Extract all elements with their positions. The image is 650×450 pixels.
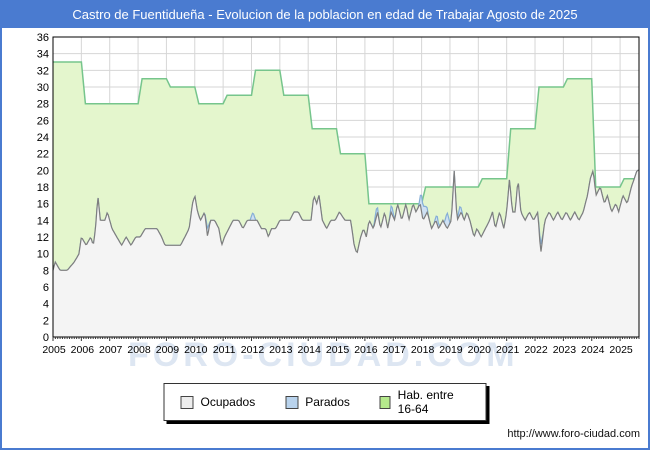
ocupados-swatch-icon	[180, 395, 194, 409]
svg-text:2008: 2008	[127, 344, 151, 356]
svg-text:2022: 2022	[524, 344, 548, 356]
footer-url-link[interactable]: http://www.foro-ciudad.com	[507, 428, 640, 440]
legend-label-hab: Hab. entre 16-64	[397, 388, 454, 416]
title-bar: Castro de Fuentidueña - Evolucion de la …	[2, 2, 648, 28]
legend-label-ocupados: Ocupados	[200, 395, 256, 409]
legend-item-ocupados: Ocupados	[180, 395, 256, 409]
svg-text:2: 2	[43, 315, 49, 327]
legend: Ocupados Parados Hab. entre 16-64	[163, 383, 487, 421]
legend-label-parados: Parados	[305, 395, 350, 409]
svg-text:22: 22	[37, 149, 49, 161]
svg-text:2023: 2023	[553, 344, 577, 356]
svg-text:12: 12	[37, 232, 49, 244]
legend-item-hab: Hab. entre 16-64	[379, 388, 470, 416]
svg-text:2018: 2018	[411, 344, 435, 356]
watermark: FORO-CIUDAD.COM	[128, 336, 519, 374]
svg-text:2013: 2013	[269, 344, 293, 356]
svg-text:2009: 2009	[156, 344, 180, 356]
svg-text:2024: 2024	[581, 344, 605, 356]
svg-text:2010: 2010	[184, 344, 208, 356]
legend-item-parados: Parados	[285, 395, 350, 409]
svg-text:4: 4	[43, 299, 49, 311]
hab-swatch-icon	[379, 395, 391, 409]
svg-text:2011: 2011	[213, 344, 236, 356]
svg-text:2025: 2025	[609, 344, 633, 356]
svg-text:26: 26	[37, 115, 49, 127]
svg-text:2017: 2017	[383, 344, 407, 356]
svg-text:14: 14	[37, 215, 49, 227]
svg-text:2019: 2019	[439, 344, 463, 356]
svg-text:28: 28	[37, 99, 49, 111]
svg-text:2021: 2021	[496, 344, 520, 356]
svg-text:30: 30	[37, 82, 49, 94]
svg-text:6: 6	[43, 282, 49, 294]
svg-text:10: 10	[37, 249, 49, 261]
svg-text:18: 18	[37, 182, 49, 194]
svg-text:16: 16	[37, 199, 49, 211]
svg-text:2005: 2005	[42, 344, 66, 356]
parados-swatch-icon	[285, 395, 299, 409]
svg-text:2012: 2012	[241, 344, 265, 356]
svg-text:2007: 2007	[99, 344, 123, 356]
svg-text:36: 36	[37, 32, 49, 44]
svg-text:2016: 2016	[354, 344, 378, 356]
svg-text:2015: 2015	[326, 344, 350, 356]
svg-text:2020: 2020	[468, 344, 492, 356]
chart-title: Castro de Fuentidueña - Evolucion de la …	[72, 7, 578, 22]
svg-text:8: 8	[43, 265, 49, 277]
svg-text:32: 32	[37, 65, 49, 77]
svg-text:24: 24	[37, 132, 49, 144]
svg-text:2006: 2006	[71, 344, 95, 356]
svg-text:34: 34	[37, 49, 49, 61]
svg-text:20: 20	[37, 165, 49, 177]
svg-text:0: 0	[43, 332, 49, 344]
svg-text:2014: 2014	[298, 344, 322, 356]
